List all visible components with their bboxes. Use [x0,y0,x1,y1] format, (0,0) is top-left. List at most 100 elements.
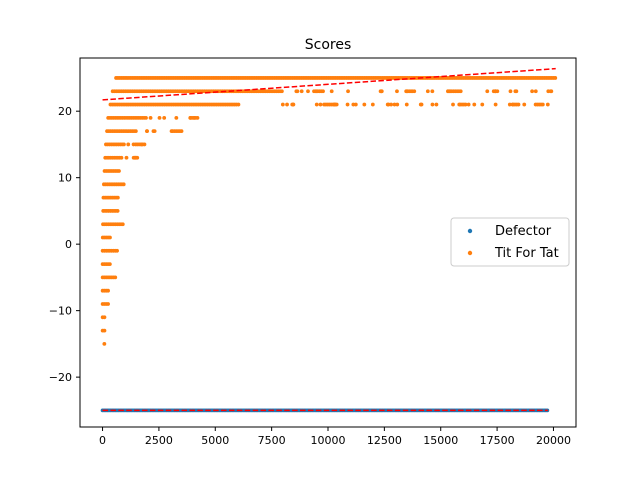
tit-for-tat-band [103,155,140,160]
x-tick-label: 10000 [311,434,346,447]
data-point [458,89,463,94]
tit-for-tat-band [100,275,118,280]
data-point [299,89,304,94]
data-point [451,102,455,107]
data-point [115,209,120,213]
data-point [122,142,126,147]
data-point [548,89,553,94]
tit-for-tat-band [101,222,125,227]
tit-for-tat-band [108,102,550,107]
data-point [113,275,118,280]
tit-for-tat-band [100,248,119,253]
tit-for-tat-band [102,169,121,173]
data-point [107,262,112,267]
trendline [102,67,556,101]
data-point [306,89,310,94]
data-point [121,182,126,187]
legend-box [450,217,570,267]
x-tick-label: 7500 [258,434,286,447]
chart-title: Scores [305,37,352,53]
data-point [395,89,399,94]
data-point [329,89,334,94]
tit-for-tat-band [100,262,112,267]
data-point [102,315,107,320]
x-tick-label: 2500 [145,434,173,447]
data-point [318,102,323,107]
y-tick-label: −10 [49,305,72,318]
data-point [507,102,512,107]
y-tick-label: 10 [58,172,72,185]
data-point [425,89,430,94]
data-point [321,89,325,94]
data-point [522,102,527,107]
data-point [409,89,413,94]
data-point [157,115,162,120]
data-point [236,102,241,107]
tit-for-tat-band [102,182,126,187]
data-point [463,102,468,107]
legend-label: Tit For Tat [494,246,559,261]
data-point [106,302,110,306]
data-point [285,102,289,107]
tit-for-tat-band [100,302,110,306]
data-point [314,102,319,107]
data-point [540,102,545,107]
data-point [295,89,300,94]
data-point [126,142,131,147]
data-point [418,102,423,107]
data-point [346,89,350,94]
data-point [472,102,477,107]
data-point [174,115,179,120]
data-point [395,102,400,107]
data-point [434,102,439,107]
legend: Defector Tit For Tat [450,217,570,267]
data-point [493,102,498,107]
data-point [162,115,167,120]
data-point [495,89,500,94]
data-point [334,102,339,107]
data-point [392,102,397,107]
tit-for-tat-band [100,328,107,333]
axes-layer: 0 2500 5000 7500 10000 12500 15000 17500 20000 −2… [49,57,577,447]
data-point [142,142,147,147]
tit-for-tat-band [101,209,120,213]
data-point [280,102,285,107]
legend-label: Defector [495,224,552,239]
data-point [119,155,124,160]
trendline-layer [102,67,556,412]
data-point [106,288,110,293]
y-tick-label: −20 [49,371,72,384]
data-point [291,102,296,107]
data-point [120,222,125,227]
data-point [115,248,119,253]
tit-for-tat-band [100,235,112,240]
tit-for-tat-band [102,341,107,346]
data-point [117,169,121,173]
data-point [144,115,148,120]
data-point [508,89,513,94]
tit-for-tat-band [100,288,110,293]
tit-for-tat-band [110,89,554,94]
data-point [177,129,182,134]
x-tick-label: 17500 [480,434,515,447]
tit-for-tat-band [106,115,200,120]
data-point [148,115,153,120]
tit-for-tat-band [101,195,120,200]
data-point [430,102,435,107]
data-point [513,89,518,94]
data-point [279,89,284,94]
data-point [102,341,107,346]
tit-for-tat-band [104,142,147,147]
data-point [370,102,375,107]
data-point [485,89,490,94]
data-point [102,328,107,333]
data-point [145,129,149,134]
data-point [378,89,383,94]
data-point [516,102,521,107]
data-point [195,115,200,120]
data-point [385,102,390,107]
data-point [351,102,356,107]
data-point [108,235,112,240]
data-point [545,102,550,107]
